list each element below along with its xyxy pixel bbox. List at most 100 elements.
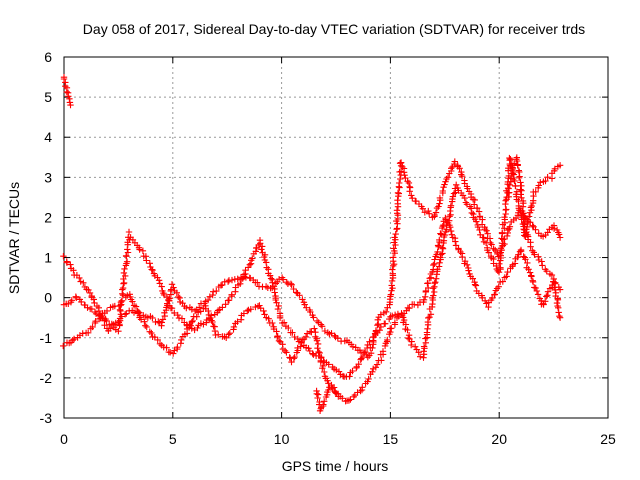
data-point-plus (63, 88, 70, 96)
data-point-plus (448, 165, 455, 172)
data-point-plus (412, 198, 420, 205)
data-point-plus (170, 284, 177, 291)
data-point-plus (378, 357, 385, 364)
data-point-plus (516, 207, 523, 214)
data-point-plus (362, 348, 369, 356)
data-point-plus (426, 275, 433, 282)
data-point-plus (89, 323, 96, 331)
data-point-plus (389, 312, 396, 319)
data-point-plus (335, 368, 343, 375)
data-point-plus (376, 327, 383, 334)
data-point-plus (439, 244, 446, 251)
data-point-plus (441, 181, 448, 188)
data-point-plus (532, 188, 539, 195)
data-point-plus (421, 209, 428, 216)
data-point-plus (349, 343, 357, 350)
data-point-plus (319, 365, 326, 372)
data-point-plus (391, 319, 399, 326)
data-point-plus (528, 202, 535, 210)
data-point-plus (488, 241, 495, 248)
data-point-plus (118, 297, 126, 304)
data-point-plus (318, 323, 326, 330)
data-point-plus (404, 326, 411, 334)
data-point-plus (442, 216, 449, 223)
data-point-plus (149, 314, 156, 322)
data-point-plus (556, 234, 564, 241)
data-point-plus (483, 227, 490, 234)
data-point-plus (103, 317, 110, 325)
data-point-plus (509, 170, 516, 177)
x-tick-labels: 0 5 10 15 20 25 (60, 431, 616, 447)
data-point-plus (257, 305, 264, 312)
data-point-plus (457, 248, 464, 256)
y-tick-label: -1 (40, 330, 53, 346)
data-point-plus (314, 394, 321, 402)
data-point-plus (260, 307, 267, 315)
data-point-plus (254, 279, 261, 286)
x-tick-label: 20 (491, 431, 507, 447)
data-point-plus (471, 281, 479, 288)
data-point-plus (452, 238, 459, 245)
data-point-plus (141, 318, 148, 325)
data-point-plus (517, 248, 525, 255)
data-point-plus (397, 159, 405, 166)
data-point-plus (442, 178, 449, 185)
data-point-plus (85, 329, 92, 336)
data-point-plus (543, 293, 550, 300)
data-point-plus (219, 304, 226, 311)
data-point-plus (447, 224, 454, 231)
data-point-plus (555, 231, 563, 238)
data-point-plus (70, 267, 77, 274)
data-point-plus (148, 266, 155, 273)
data-point-plus (502, 197, 509, 204)
data-point-plus (205, 307, 212, 315)
data-point-plus (532, 284, 539, 292)
data-point-plus (158, 283, 165, 290)
data-point-plus (439, 250, 446, 257)
data-point-plus (408, 341, 415, 349)
data-point-plus (444, 174, 452, 181)
data-point-plus (363, 344, 371, 352)
data-point-plus (437, 230, 444, 237)
data-point-plus (506, 223, 514, 230)
data-point-plus (265, 315, 272, 322)
data-point-plus (529, 222, 536, 229)
data-point-plus (78, 298, 85, 306)
data-point-plus (542, 298, 549, 305)
data-point-plus (539, 262, 546, 269)
data-point-plus (471, 196, 478, 204)
data-point-plus (382, 308, 390, 315)
data-point-plus (360, 349, 368, 356)
data-point-plus (320, 401, 327, 408)
data-point-plus (551, 280, 559, 287)
data-point-plus (390, 245, 397, 252)
data-point-plus (475, 208, 483, 215)
data-point-plus (345, 397, 353, 404)
data-point-plus (389, 285, 396, 292)
data-point-plus (80, 279, 87, 286)
data-point-plus (522, 256, 529, 263)
data-point-plus (537, 179, 544, 186)
data-point-plus (274, 305, 282, 313)
data-point-plus (249, 255, 256, 262)
data-point-plus (118, 301, 125, 308)
y-tick-labels: -3 -2 -1 0 1 2 3 4 5 6 (40, 49, 53, 426)
data-point-plus (70, 335, 78, 343)
data-point-plus (531, 251, 538, 258)
data-point-plus (448, 231, 455, 238)
data-point-plus (123, 310, 130, 317)
data-point-plus (183, 304, 190, 312)
data-point-plus (406, 305, 413, 312)
data-point-plus (234, 318, 241, 325)
data-point-plus (122, 252, 130, 259)
data-point-plus (60, 75, 68, 83)
data-point-plus (321, 398, 328, 405)
data-point-plus (463, 261, 471, 268)
data-point-plus (151, 334, 158, 341)
data-point-plus (325, 361, 332, 368)
data-point-plus (473, 204, 481, 212)
data-point-plus (538, 258, 545, 265)
data-point-plus (533, 287, 541, 295)
data-point-plus (311, 325, 318, 332)
